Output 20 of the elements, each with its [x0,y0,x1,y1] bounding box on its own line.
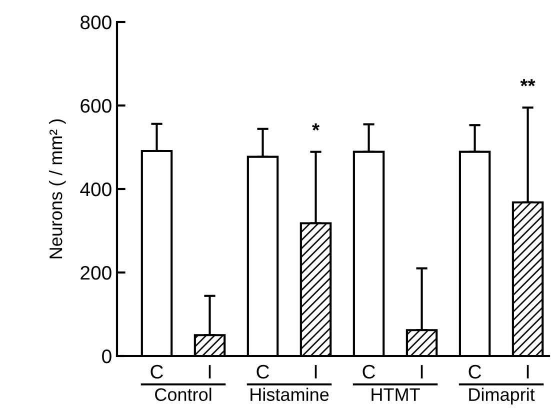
y-tick-label: 400 [80,182,112,196]
y-tick-label: 800 [80,15,112,30]
x-tick-label: I [420,365,423,378]
x-tick-label: I [314,365,317,378]
text: Control [155,388,212,401]
text: Dimaprit [469,388,535,405]
y-tick-label: 0 [102,349,112,364]
text: Histamine [250,388,329,401]
x-tick-label: I [208,365,211,378]
annotation: ** [520,79,536,86]
x-tick-label: C [468,364,482,379]
x-tick-label: C [362,364,376,379]
x-tick-label: I [526,365,529,378]
y-tick-label: 200 [80,266,112,280]
annotation: * [312,123,320,131]
x-tick-label: C [150,364,164,379]
y-axis-title: Neurons ( / mm² ) [48,119,66,258]
x-tick-label: C [256,364,270,379]
text: HTMT [372,388,420,401]
y-tick-label: 600 [80,98,112,113]
